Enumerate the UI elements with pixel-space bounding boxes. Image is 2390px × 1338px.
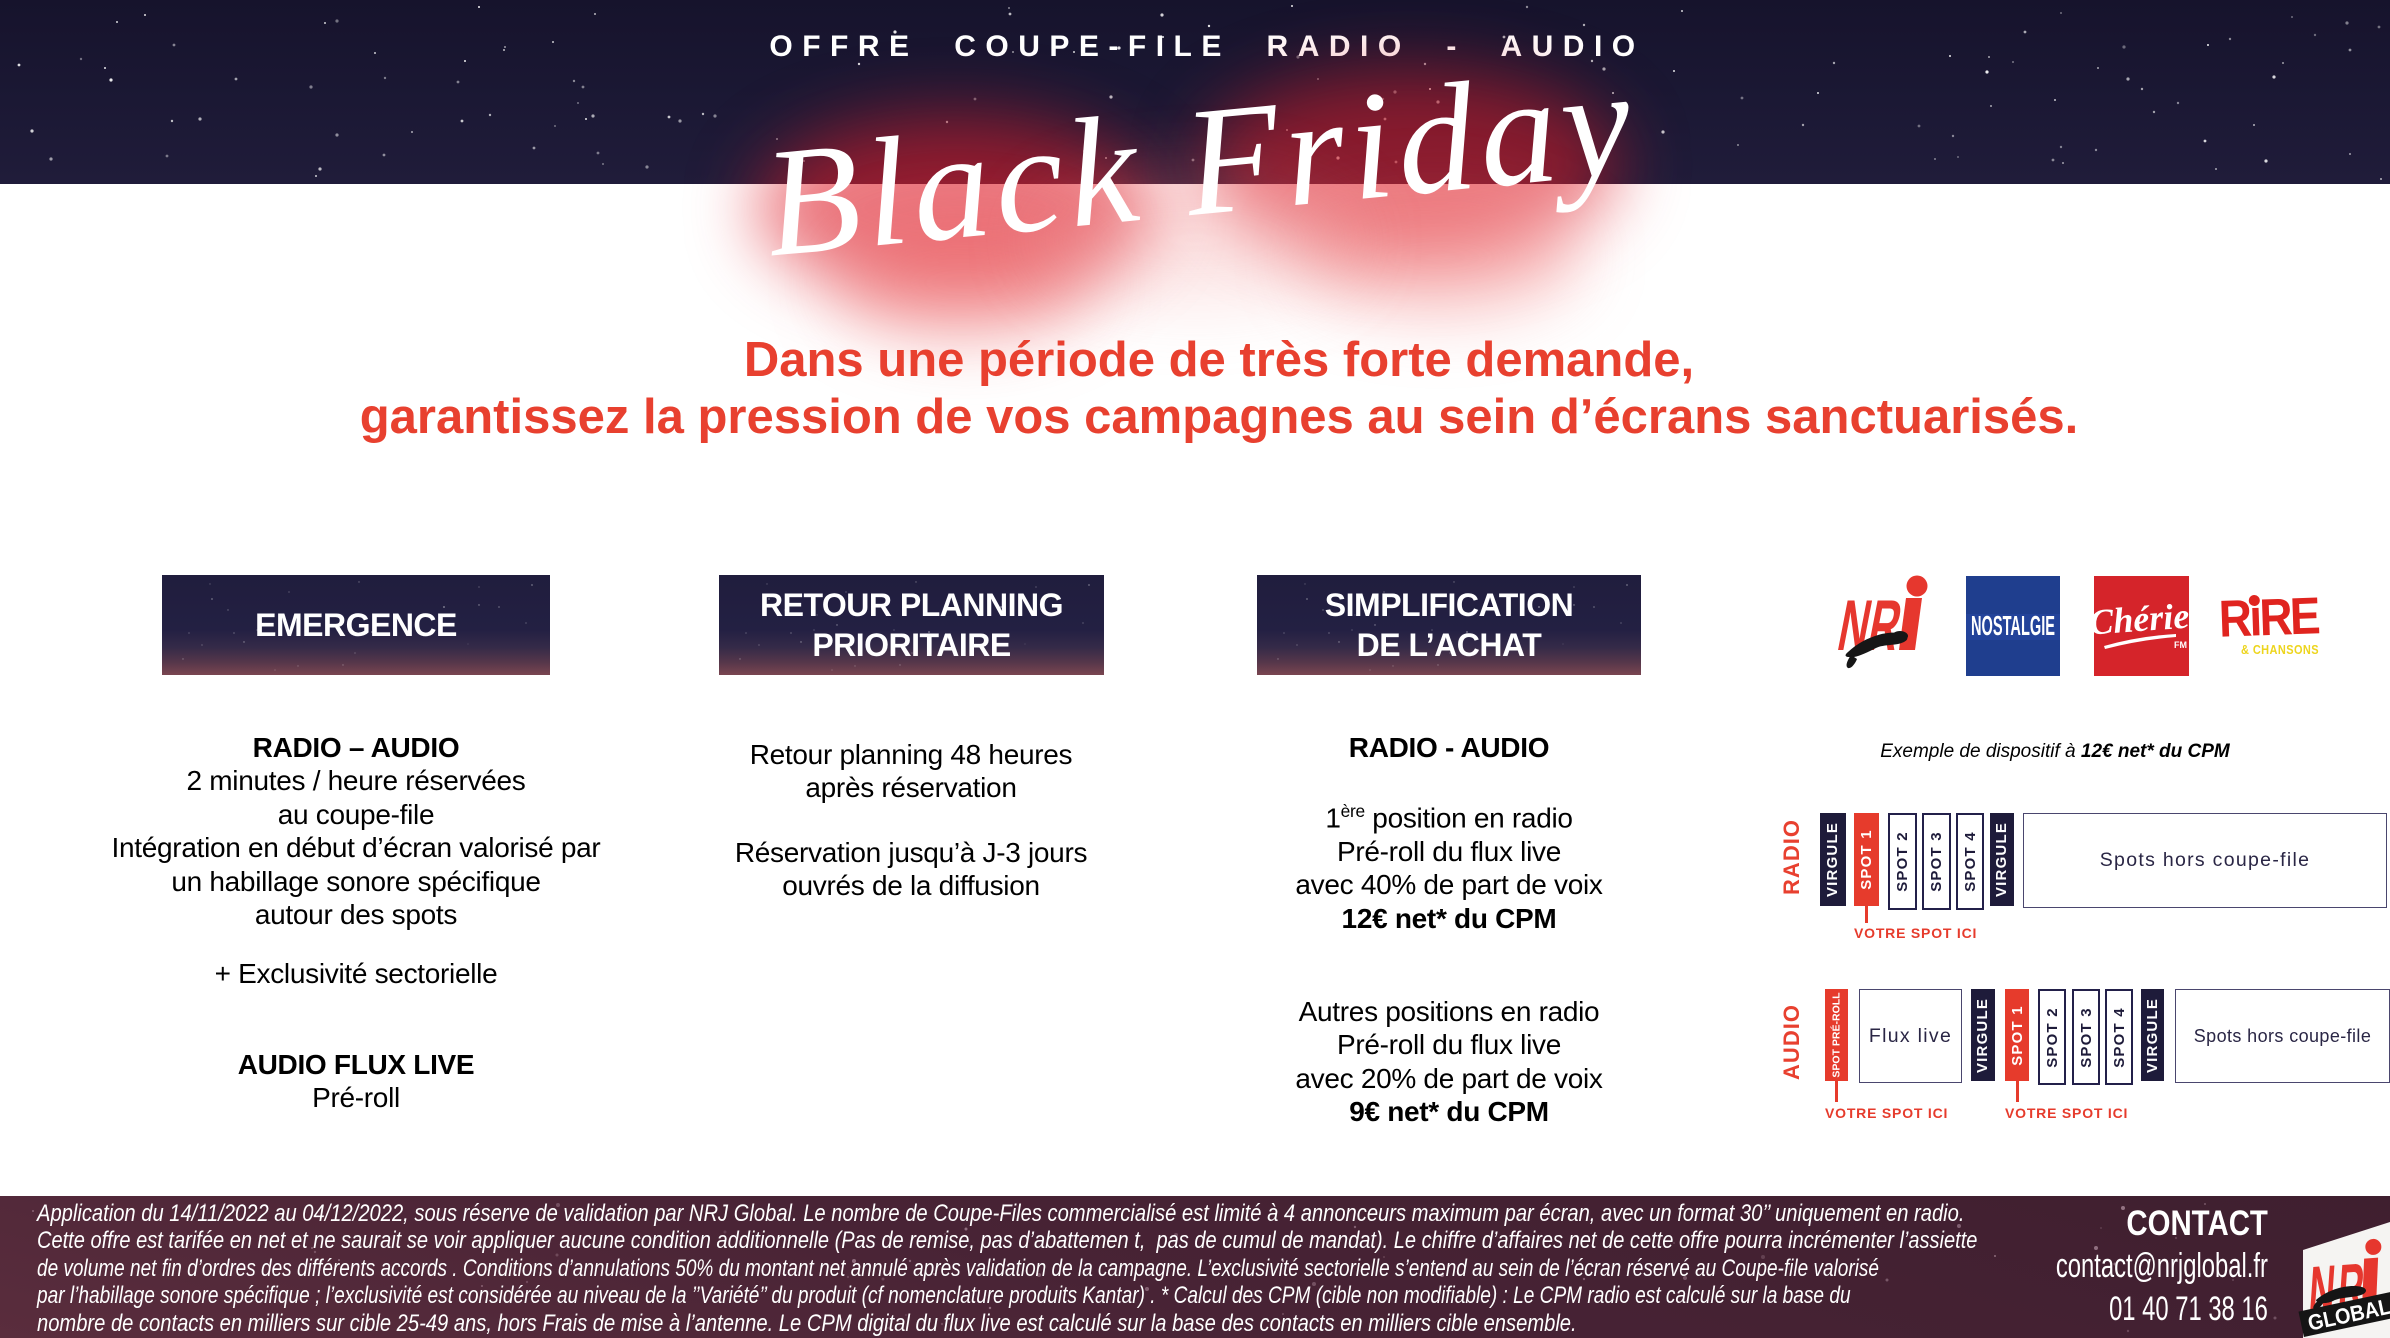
svg-text:RiRE: RiRE (2219, 590, 2320, 649)
svg-text:& CHANSONS: & CHANSONS (2241, 642, 2319, 657)
svg-text:FM: FM (2174, 640, 2187, 650)
svg-text:NOSTALGIE: NOSTALGIE (1971, 612, 2055, 642)
